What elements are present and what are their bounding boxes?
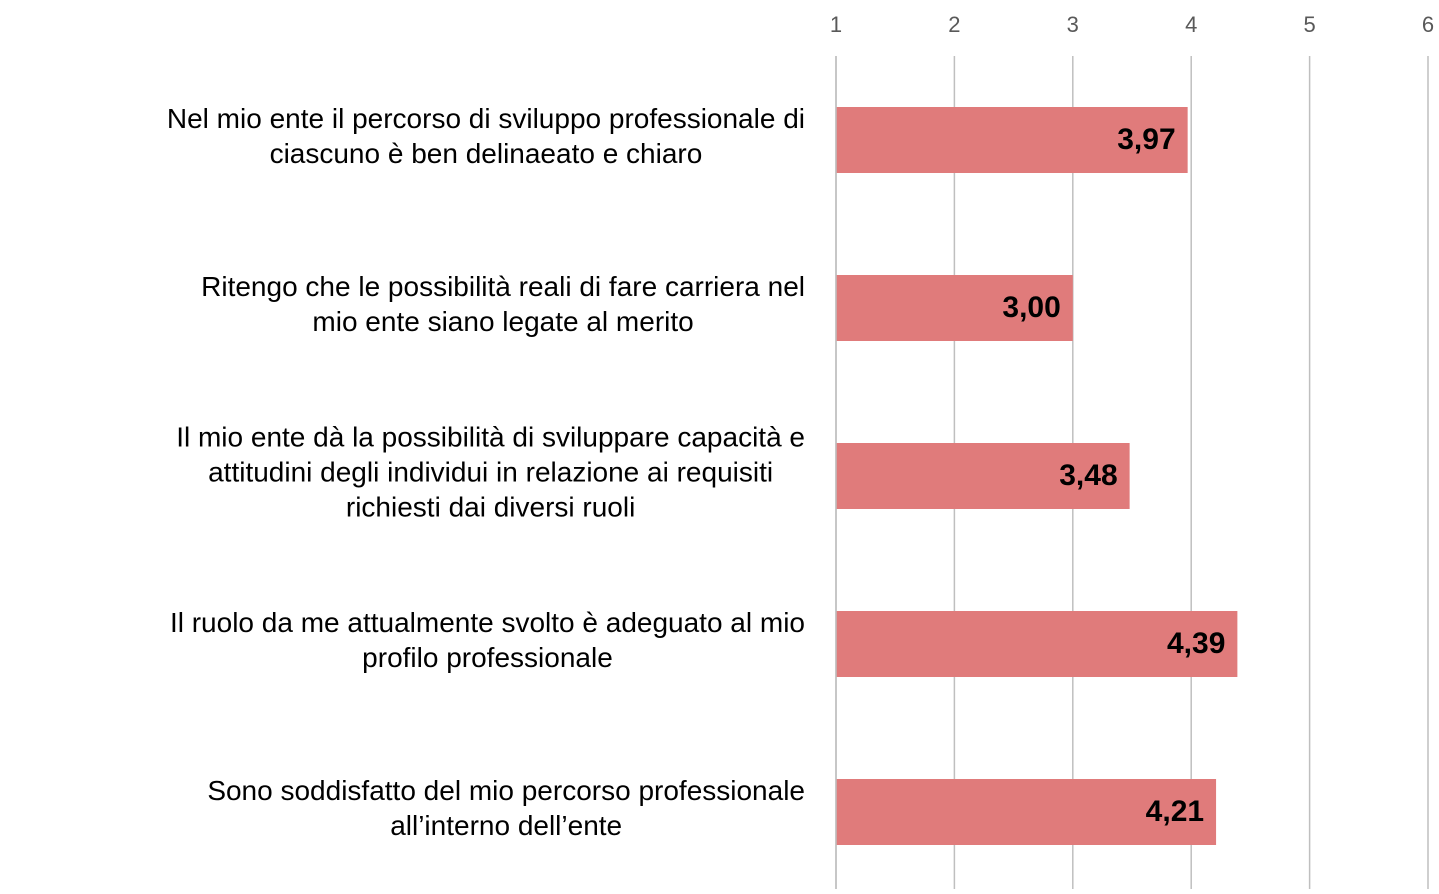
bar xyxy=(836,443,1130,509)
x-tick-label: 1 xyxy=(830,12,842,37)
bar xyxy=(836,107,1188,173)
value-label: 4,21 xyxy=(1146,795,1204,828)
category-label: Nel mio ente il percorso di sviluppo pro… xyxy=(167,103,805,169)
category-label: Il ruolo da me attualmente svolto è adeg… xyxy=(170,607,805,673)
value-label: 3,48 xyxy=(1059,459,1117,492)
category-label-line: Sono soddisfatto del mio percorso profes… xyxy=(207,775,805,806)
category-label: Sono soddisfatto del mio percorso profes… xyxy=(207,775,805,841)
category-label-line: Ritengo che le possibilità reali di fare… xyxy=(201,271,805,302)
x-tick-label: 4 xyxy=(1185,12,1197,37)
category-label-line: Il ruolo da me attualmente svolto è adeg… xyxy=(170,607,805,638)
category-label-line: attitudini degli individui in relazione … xyxy=(208,456,773,487)
bar xyxy=(836,611,1238,677)
category-label: Il mio ente dà la possibilità di svilupp… xyxy=(176,421,805,522)
category-label-line: ciascuno è ben delinaeato e chiaro xyxy=(270,138,703,169)
x-tick-label: 6 xyxy=(1422,12,1434,37)
category-label-line: profilo professionale xyxy=(362,642,613,673)
category-label-line: all’interno dell’ente xyxy=(390,810,622,841)
value-label: 3,00 xyxy=(1002,291,1060,324)
category-label-line: mio ente siano legate al merito xyxy=(312,306,693,337)
x-tick-label: 3 xyxy=(1067,12,1079,37)
category-label-line: Il mio ente dà la possibilità di svilupp… xyxy=(176,421,805,452)
x-tick-label: 2 xyxy=(948,12,960,37)
value-label: 3,97 xyxy=(1117,123,1175,156)
x-tick-label: 5 xyxy=(1303,12,1315,37)
value-label: 4,39 xyxy=(1167,627,1225,660)
category-label-line: richiesti dai diversi ruoli xyxy=(346,491,635,522)
category-label: Ritengo che le possibilità reali di fare… xyxy=(201,271,805,337)
category-label-line: Nel mio ente il percorso di sviluppo pro… xyxy=(167,103,805,134)
bar xyxy=(836,275,1073,341)
bar xyxy=(836,779,1217,845)
